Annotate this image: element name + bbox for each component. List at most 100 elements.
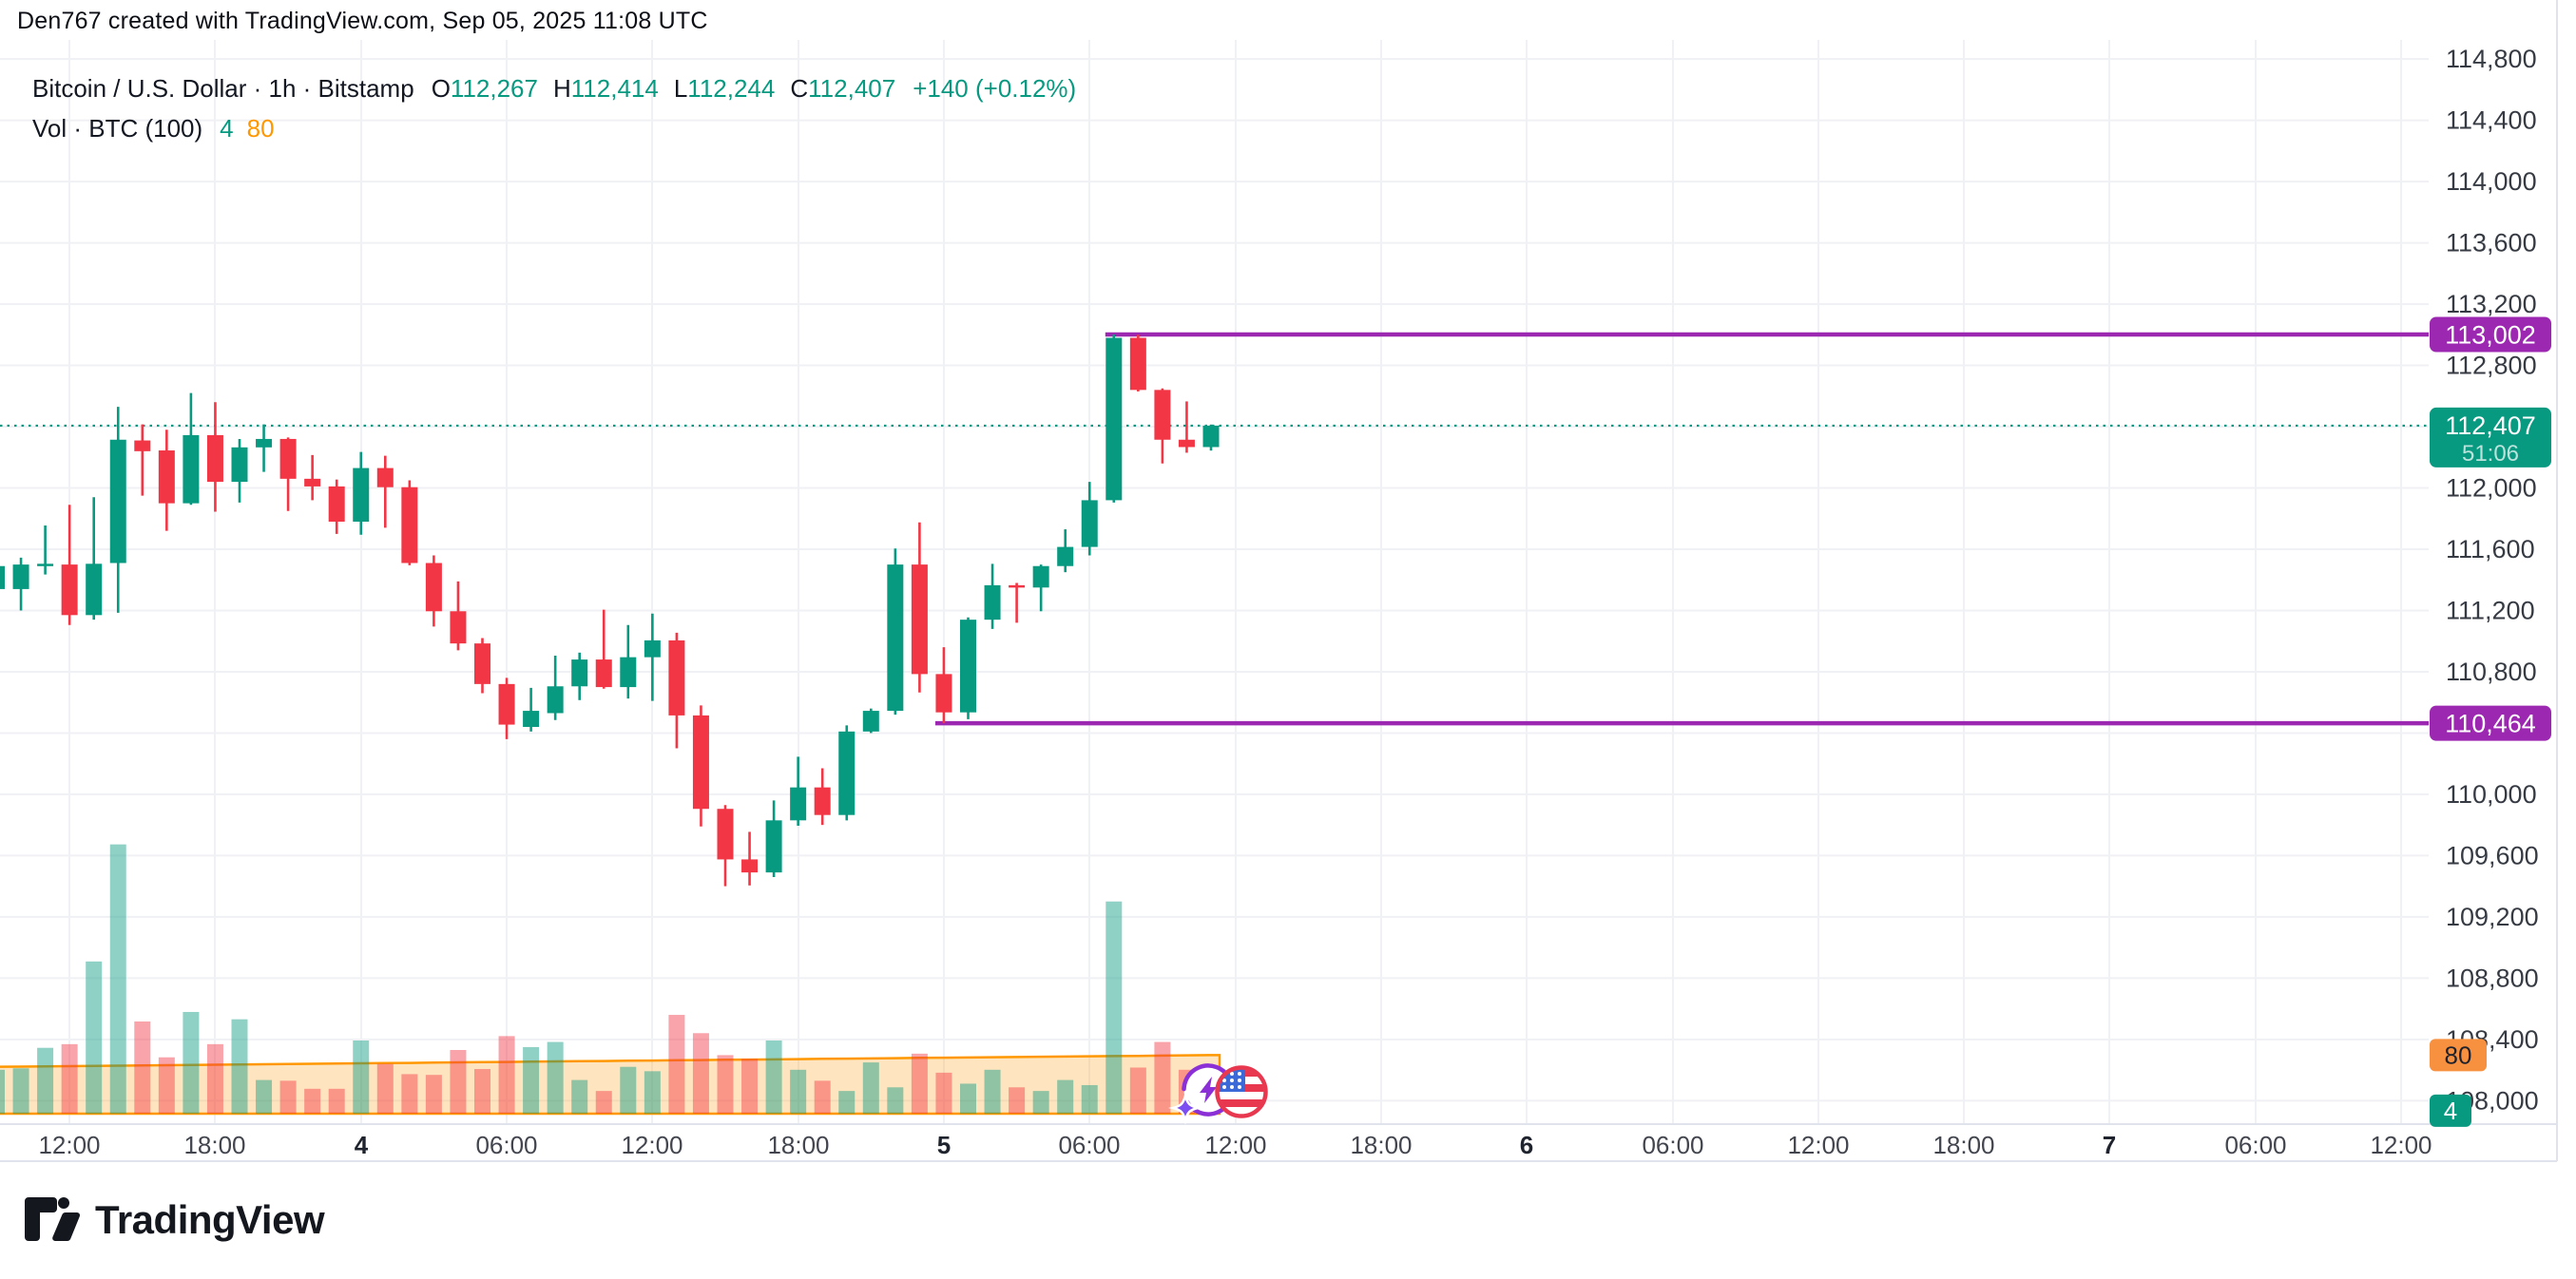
candle[interactable] [231,438,248,503]
volume-bar [668,1015,685,1114]
candle[interactable] [304,454,321,501]
time-axis[interactable]: 12:00 18:00 4 06:00 12:00 18:00 5 06:00 12:00 18:… [38,1131,2432,1159]
volume-bar [425,1075,442,1114]
candle[interactable] [1154,388,1171,464]
volume-indicator-title[interactable]: Vol · BTC (100) [32,114,203,143]
candle[interactable] [328,479,345,534]
candle[interactable] [1129,334,1146,391]
candle[interactable] [134,424,151,496]
candle[interactable] [571,652,588,700]
volume-bar [620,1066,637,1114]
volume-bar [887,1087,904,1114]
candle[interactable] [1009,582,1026,623]
price-tick-label: 113,200 [2446,290,2537,318]
level-label-113,002[interactable]: 113,002 [2430,316,2551,353]
candle[interactable] [279,437,297,511]
candle[interactable] [12,557,29,611]
candle[interactable] [790,756,807,826]
tradingview-logo[interactable]: TradingView [21,1195,325,1245]
symbol-title[interactable]: Bitcoin / U.S. Dollar · 1h · Bitstamp [32,74,414,103]
candle[interactable] [1178,401,1195,453]
candle[interactable] [1032,564,1049,612]
price-tick-label: 110,800 [2446,658,2537,686]
candle[interactable] [862,708,879,734]
candle[interactable] [620,624,637,699]
volume-bar [206,1043,223,1114]
candle[interactable] [401,480,418,565]
level-label-110,464[interactable]: 110,464 [2430,705,2551,741]
volume-bar [183,1011,200,1114]
volume-bar [256,1079,273,1114]
candle[interactable] [523,687,540,732]
bar-countdown: 51:06 [2462,441,2519,467]
time-tick-label: 18:00 [1350,1131,1412,1159]
volume-axis-labels[interactable]: 80 4 [2430,1039,2487,1127]
candle[interactable] [86,497,103,620]
candle[interactable] [0,560,5,611]
candle[interactable] [109,407,126,613]
volume-bar [523,1046,540,1114]
candle[interactable] [838,725,855,821]
candle[interactable] [425,555,442,627]
candle[interactable] [887,548,904,716]
volume-bar [1032,1091,1049,1114]
volume-ma-area [0,1054,1221,1116]
time-tick-label: 06:00 [2224,1131,2286,1159]
volume-current-axis-label[interactable]: 4 [2430,1094,2471,1127]
candle[interactable] [206,402,223,512]
axis-borders [0,0,2558,1162]
candle[interactable] [717,805,734,887]
candle[interactable] [474,638,490,694]
us-flag-event-icon[interactable] [1215,1065,1268,1118]
price-tick-label: 114,400 [2446,106,2537,135]
symbol-legend-row[interactable]: Bitcoin / U.S. Dollar · 1h · Bitstamp O1… [32,68,1076,108]
candle[interactable] [668,632,685,749]
time-tick-label: 12:00 [1204,1131,1266,1159]
candle[interactable] [595,609,612,689]
candle[interactable] [935,647,952,724]
volume-bar [1154,1041,1171,1114]
chart-legend: Bitcoin / U.S. Dollar · 1h · Bitstamp O1… [32,68,1076,148]
candle[interactable] [1105,334,1123,503]
candle[interactable] [984,563,1001,629]
ohlc-pair: H112,414 [552,74,659,103]
candle[interactable] [376,455,394,528]
volume-legend-row[interactable]: Vol · BTC (100) 4 80 [32,108,1076,148]
candle[interactable] [37,525,54,575]
candle[interactable] [1057,529,1074,573]
price-tick-label: 110,000 [2446,780,2537,809]
volume-ma-axis-label[interactable]: 80 [2430,1039,2487,1072]
volume-bar [86,961,103,1114]
candle[interactable] [353,451,370,535]
price-level-lines[interactable] [934,332,2429,726]
candle[interactable] [911,522,928,693]
ohlc-pair: O112,267 [431,74,538,103]
time-tick-label: 06:00 [475,1131,537,1159]
candle[interactable] [183,392,200,506]
candle[interactable] [765,800,782,877]
candle[interactable] [547,656,564,720]
time-tick-label: 4 [355,1131,369,1159]
candle[interactable] [450,581,467,651]
candle[interactable] [692,705,709,827]
candle[interactable] [61,505,78,625]
price-axis[interactable]: 114,800 114,400 114,000 113,600 113,200 112,8… [2446,45,2539,1115]
volume-bar [692,1033,709,1114]
candle[interactable] [644,613,661,701]
candle[interactable] [960,617,976,719]
candle[interactable] [1081,482,1098,556]
candle[interactable] [1202,424,1220,451]
time-tick-label: 06:00 [1642,1131,1703,1159]
candle[interactable] [741,831,759,886]
candle[interactable] [256,424,273,472]
candle[interactable] [814,768,831,826]
candles[interactable] [0,334,1220,887]
price-tick-label: 114,000 [2446,167,2537,196]
volume-bar [644,1071,661,1114]
candle[interactable] [498,678,515,739]
level-price-labels[interactable]: 113,002 110,464 [2430,316,2551,741]
candle[interactable] [158,430,175,531]
time-tick-label: 18:00 [183,1131,245,1159]
